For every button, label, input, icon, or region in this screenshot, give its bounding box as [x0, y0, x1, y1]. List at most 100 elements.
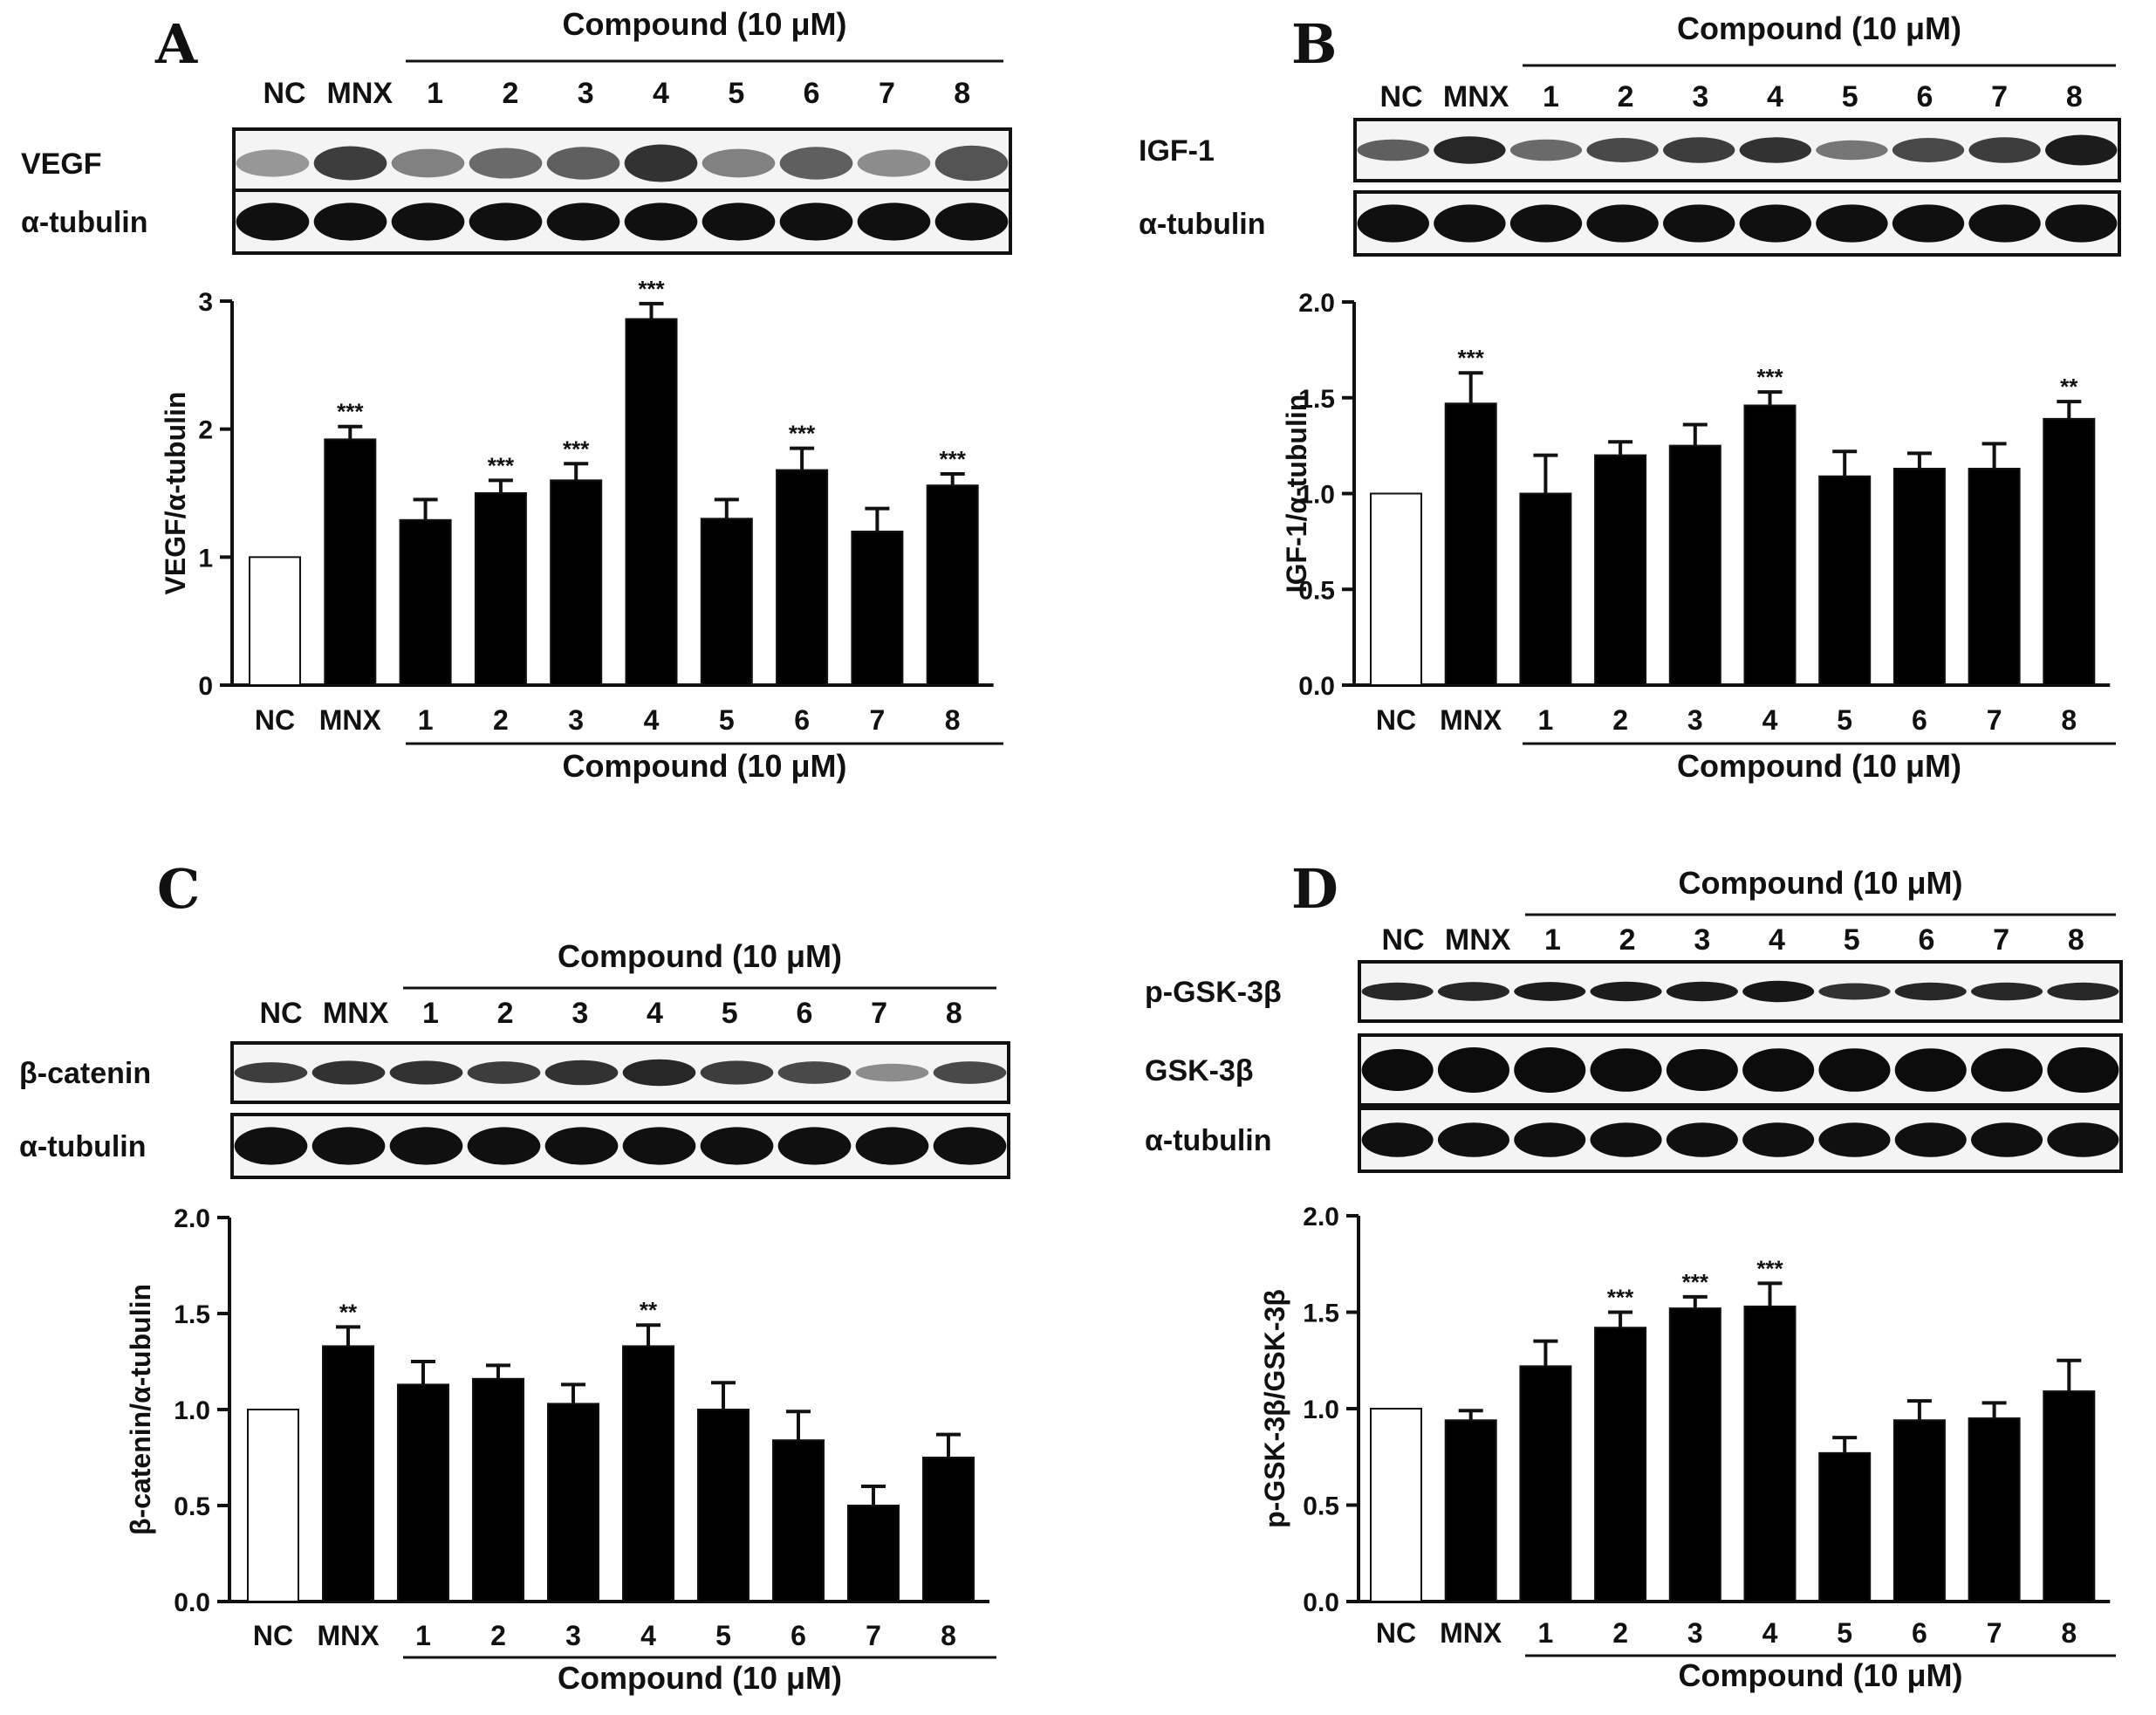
panel-B: B Compound (10 μM) NC MNX 1 2 3 4 5 6 7 8 IGF-1 α-tub…: [1139, 10, 2121, 784]
panel-letter: A: [154, 12, 198, 76]
blot-band: [1361, 1049, 1434, 1091]
x-tick-label: 8: [945, 704, 961, 736]
y-tick-label: 1: [198, 544, 213, 573]
blot-strip: α-tubulin: [1139, 190, 2121, 257]
blot-band: [469, 147, 543, 179]
bar: [474, 492, 527, 686]
blot-band: [702, 202, 776, 241]
blot-band: [1509, 139, 1583, 161]
blot-band: [391, 148, 465, 178]
lane-label: 7: [871, 997, 887, 1030]
x-tick-label: 7: [1987, 704, 2002, 736]
lane-label: 6: [796, 997, 812, 1030]
lane-label: 3: [1692, 80, 1708, 113]
blot-strip: α-tubulin: [1145, 1107, 2123, 1173]
y-axis-label: IGF-1/α-tubulin: [1281, 394, 1312, 593]
bar: [324, 438, 377, 686]
blot-label: α-tubulin: [1145, 1124, 1272, 1157]
blot-band: [624, 144, 698, 182]
blot-band: [1739, 204, 1811, 243]
bar: [776, 469, 829, 686]
y-tick-label: 1.0: [174, 1396, 210, 1425]
significance-label: **: [2060, 374, 2078, 400]
bar: [1594, 1327, 1647, 1603]
bar: [847, 1505, 900, 1602]
blot-band: [1818, 983, 1891, 1000]
x-tick-label: 8: [941, 1620, 956, 1651]
lane-label: 2: [497, 997, 514, 1030]
blot-label: p-GSK-3β: [1145, 976, 1282, 1009]
bar-chart: 0.0 0.5 1.0 1.5 2.0 IGF-1/α-tubulin NC *** MNX 1 2…: [1281, 289, 2116, 784]
lane-label: 5: [728, 77, 744, 110]
bar: [1594, 454, 1647, 686]
blot-label: GSK-3β: [1145, 1054, 1254, 1087]
blot-band: [702, 148, 776, 178]
blot-band: [1739, 137, 1811, 163]
x-tick-label: 5: [1837, 704, 1852, 736]
blot-band: [933, 1127, 1007, 1165]
lane-label: 4: [647, 997, 663, 1030]
significance-label: ***: [1682, 1269, 1709, 1295]
y-tick-label: 0.0: [174, 1588, 210, 1617]
blot-band: [469, 202, 543, 241]
significance-label: ***: [638, 276, 665, 302]
x-tick-label: 5: [719, 704, 735, 736]
x-group-label: Compound (10 μM): [1677, 748, 1961, 784]
bar: [772, 1439, 825, 1602]
bar: [1668, 444, 1721, 686]
blot-band: [1816, 204, 1888, 243]
lane-label: 8: [946, 997, 962, 1030]
blot-header-label: Compound (10 μM): [1677, 10, 1961, 46]
bar: [547, 1403, 599, 1603]
panel-C: C Compound (10 μM) NC MNX 1 2 3 4 5 6 7 8 β-catenin α…: [19, 857, 1010, 1696]
lane-label: 7: [1991, 80, 2008, 113]
y-tick-label: 1.0: [1303, 1396, 1339, 1424]
blot-strip: GSK-3β: [1145, 1033, 2123, 1107]
x-tick-label: 2: [1612, 1617, 1628, 1649]
lane-label: 2: [1618, 80, 1634, 113]
significance-label: **: [640, 1297, 658, 1323]
bar: [550, 479, 603, 686]
x-tick-label: 7: [866, 1620, 881, 1651]
x-group-label: Compound (10 μM): [563, 748, 847, 784]
x-tick-label: 1: [418, 704, 434, 736]
blot-band: [313, 202, 387, 241]
significance-label: ***: [1756, 1255, 1783, 1281]
blot-band: [389, 1127, 463, 1165]
lane-label: 4: [653, 77, 669, 110]
blot-band: [546, 202, 620, 241]
bar: [622, 1345, 674, 1603]
blot-band: [1514, 982, 1586, 1001]
blot-band: [857, 149, 931, 177]
blot-strip: α-tubulin: [21, 189, 1012, 255]
bar: [1370, 492, 1422, 686]
y-tick-label: 0.0: [1303, 1588, 1339, 1617]
blot-band: [1971, 1048, 2043, 1092]
blot-header-label: Compound (10 μM): [563, 6, 847, 42]
blot-label: IGF-1: [1139, 134, 1215, 168]
blot-band: [700, 1060, 774, 1085]
x-tick-label: 1: [1538, 1617, 1554, 1649]
blot-strip: IGF-1: [1139, 118, 2121, 182]
blot-band: [544, 1127, 619, 1165]
lane-label: 7: [879, 77, 895, 110]
blot-band: [1666, 1122, 1738, 1157]
bar-chart: 0 1 2 3 VEGF/α-tubulin NC *** MNX 1 *** 2 *** 3 *** 4 5…: [160, 276, 1003, 784]
bar: [922, 1457, 975, 1602]
blot-strip: p-GSK-3β: [1145, 960, 2123, 1023]
y-tick-label: 0: [198, 672, 213, 701]
x-tick-label: 6: [1912, 1617, 1927, 1649]
blot-band: [1590, 981, 1662, 1002]
blot-band: [1666, 1049, 1738, 1091]
lane-label: 1: [1544, 923, 1561, 957]
y-tick-label: 1.0: [1298, 481, 1335, 510]
lane-label: 4: [1769, 923, 1785, 957]
blot-band: [1357, 139, 1429, 161]
blot-band: [234, 1062, 308, 1083]
blot-band: [1514, 1122, 1586, 1157]
blot-band: [1663, 204, 1735, 243]
bar: [249, 556, 301, 686]
blot-band: [855, 1063, 929, 1082]
x-tick-label: 2: [493, 704, 509, 736]
